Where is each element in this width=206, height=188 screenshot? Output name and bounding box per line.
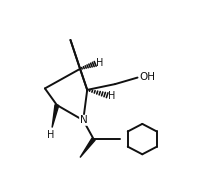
Polygon shape — [52, 105, 59, 127]
Text: H: H — [108, 91, 116, 101]
Text: OH: OH — [139, 72, 155, 82]
Text: H: H — [47, 130, 54, 140]
Polygon shape — [80, 138, 95, 158]
Text: H: H — [96, 58, 104, 68]
Text: N: N — [80, 115, 87, 125]
